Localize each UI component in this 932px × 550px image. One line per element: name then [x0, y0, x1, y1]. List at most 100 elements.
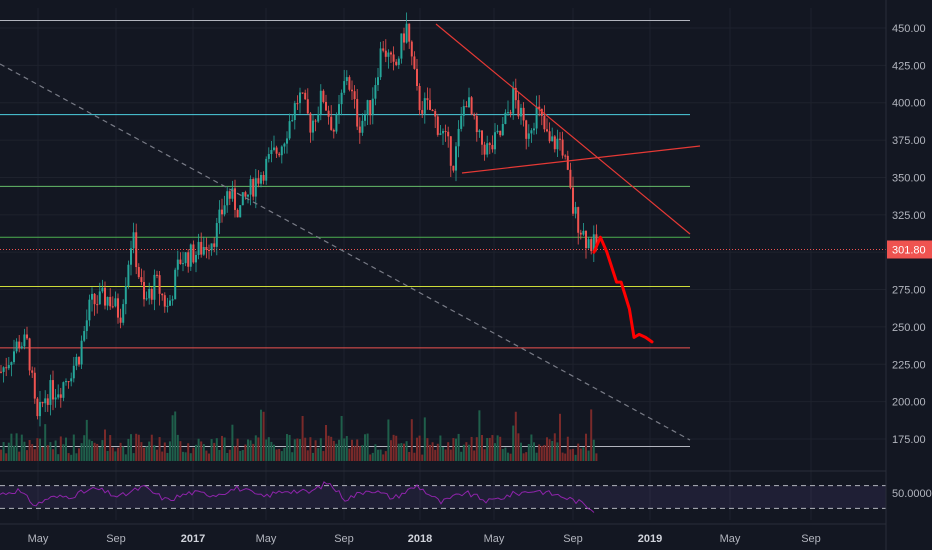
volume-bar: [85, 419, 88, 461]
candle-body: [491, 144, 494, 150]
candle-body: [343, 81, 346, 93]
volume-bar: [592, 439, 595, 461]
rsi-tick-label: 50.0000: [892, 488, 932, 500]
volume-bar: [566, 436, 569, 461]
volume-bar: [387, 419, 390, 461]
y-tick-label: 350.00: [892, 172, 926, 184]
candle-body: [390, 52, 392, 55]
volume-bar: [374, 444, 377, 461]
candle-body: [382, 48, 385, 51]
candle-body: [96, 304, 99, 306]
candle-body: [301, 92, 304, 94]
volume-bar: [499, 436, 502, 461]
time-axis[interactable]: May Sep 2017 May Sep 2018 May Sep 2019 May Sep: [0, 523, 886, 545]
volume-bar: [252, 443, 255, 461]
candle-body: [566, 155, 569, 170]
candle-body: [530, 130, 533, 134]
volume-bar: [351, 439, 353, 461]
projection-path[interactable]: [592, 235, 654, 344]
candle-body: [179, 259, 182, 264]
candle-body: [431, 109, 434, 112]
candle-body: [135, 232, 138, 268]
candle-body: [353, 91, 356, 100]
price-axis[interactable]: 450.00425.00400.00375.00350.00325.00300.…: [885, 0, 932, 550]
volume-bar: [247, 439, 249, 461]
candle-body: [564, 155, 567, 157]
volume-bar: [88, 439, 91, 461]
volume-bar: [543, 444, 546, 461]
volume-bar: [163, 442, 166, 461]
candle-body: [202, 246, 205, 255]
volume-bar: [46, 445, 49, 461]
candle-body: [447, 131, 450, 137]
candle-body: [127, 264, 130, 286]
volume-bar: [275, 449, 278, 461]
volume-bar: [439, 435, 442, 461]
candle-body: [156, 274, 158, 276]
candle-body: [52, 380, 54, 400]
volume-bar: [267, 437, 270, 461]
candle-body: [494, 132, 496, 150]
volume-bar: [200, 441, 203, 461]
volume-bar: [65, 437, 67, 461]
projection-line: [592, 235, 654, 344]
volume-bar: [358, 446, 361, 461]
candle-body: [574, 207, 577, 214]
candle-body: [405, 23, 408, 43]
volume-bar: [208, 453, 210, 461]
candle-body: [223, 205, 226, 215]
candle-body: [475, 116, 478, 133]
volume-bar: [283, 447, 286, 461]
candle-body: [410, 41, 413, 57]
candle-body: [559, 138, 561, 140]
candle-body: [595, 234, 598, 250]
volume-bar: [353, 445, 356, 461]
candle-body: [33, 372, 36, 399]
candle-body: [473, 114, 476, 117]
candle-body: [54, 397, 57, 400]
candle-body: [429, 100, 431, 110]
volume-bar: [473, 450, 476, 461]
candle-body: [468, 97, 470, 108]
candle-body: [481, 130, 483, 145]
volume-bar: [145, 446, 148, 461]
candle-body: [314, 120, 317, 122]
candle-body: [0, 371, 2, 373]
volume-bar: [447, 442, 450, 461]
candle-body: [486, 143, 489, 155]
candle-body: [504, 112, 507, 125]
trend-drawings[interactable]: [0, 23, 701, 441]
volume-bar: [31, 444, 34, 461]
candle-body: [374, 85, 377, 99]
candle-body: [7, 365, 10, 369]
volume-bar: [67, 453, 70, 461]
candle-body: [548, 131, 551, 142]
candle-body: [291, 120, 294, 122]
volume-bar: [143, 447, 145, 461]
volume-bar: [101, 440, 104, 461]
chart-grid: [0, 8, 886, 520]
volume-bar: [260, 409, 262, 461]
volume-bar: [488, 437, 491, 461]
volume-bar: [585, 433, 587, 461]
volume-bar: [522, 453, 525, 461]
volume-bar: [442, 446, 444, 461]
volume-bar: [587, 450, 590, 461]
candle-body: [387, 52, 390, 57]
volume-bar: [496, 435, 499, 461]
candle-body: [312, 120, 314, 133]
candle-body: [208, 250, 210, 252]
candle-body: [218, 209, 221, 224]
volume-bar: [304, 437, 307, 461]
volume-bar: [403, 443, 405, 461]
candle-body: [345, 77, 348, 82]
candle-body: [132, 232, 135, 249]
candle-body: [109, 296, 112, 307]
volume-bar: [512, 425, 515, 461]
volume-bar: [293, 439, 296, 461]
volume-bar: [364, 434, 366, 461]
volume-bar: [517, 433, 520, 461]
volume-bar: [408, 451, 411, 461]
y-tick-label: 425.00: [892, 60, 926, 72]
